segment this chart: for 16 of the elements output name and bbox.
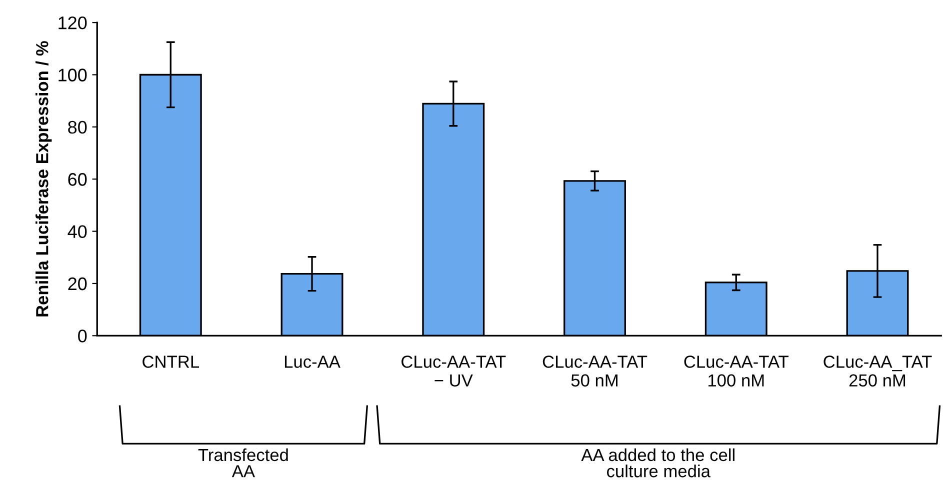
x-tick-label: CLuc-AA-TAT 100 nM [684,356,788,387]
x-tick-label: CNTRL [142,356,200,368]
y-tick-label: 100 [58,68,87,82]
y-tick-label: 40 [68,225,87,238]
y-tick-label: 80 [68,120,87,134]
x-tick-label: CLuc-AA_TAT 250 nM [824,356,932,387]
y-tick-label: 20 [68,277,87,290]
x-tick-label: CLuc-AA-TAT − UV [402,356,506,387]
text: AA added to the cell culture media [581,448,734,478]
y-tick-label: 120 [58,16,87,30]
x-tick-label: Luc-AA [284,356,340,368]
text: Transfected AA [198,448,288,478]
y-tick-label: 0 [78,330,87,342]
x-tick-label: CLuc-AA-TAT 50 nM [542,356,648,387]
y-tick-label: 60 [68,173,87,186]
y-axis-title: Renilla Luciferase Expression / % [36,41,52,316]
